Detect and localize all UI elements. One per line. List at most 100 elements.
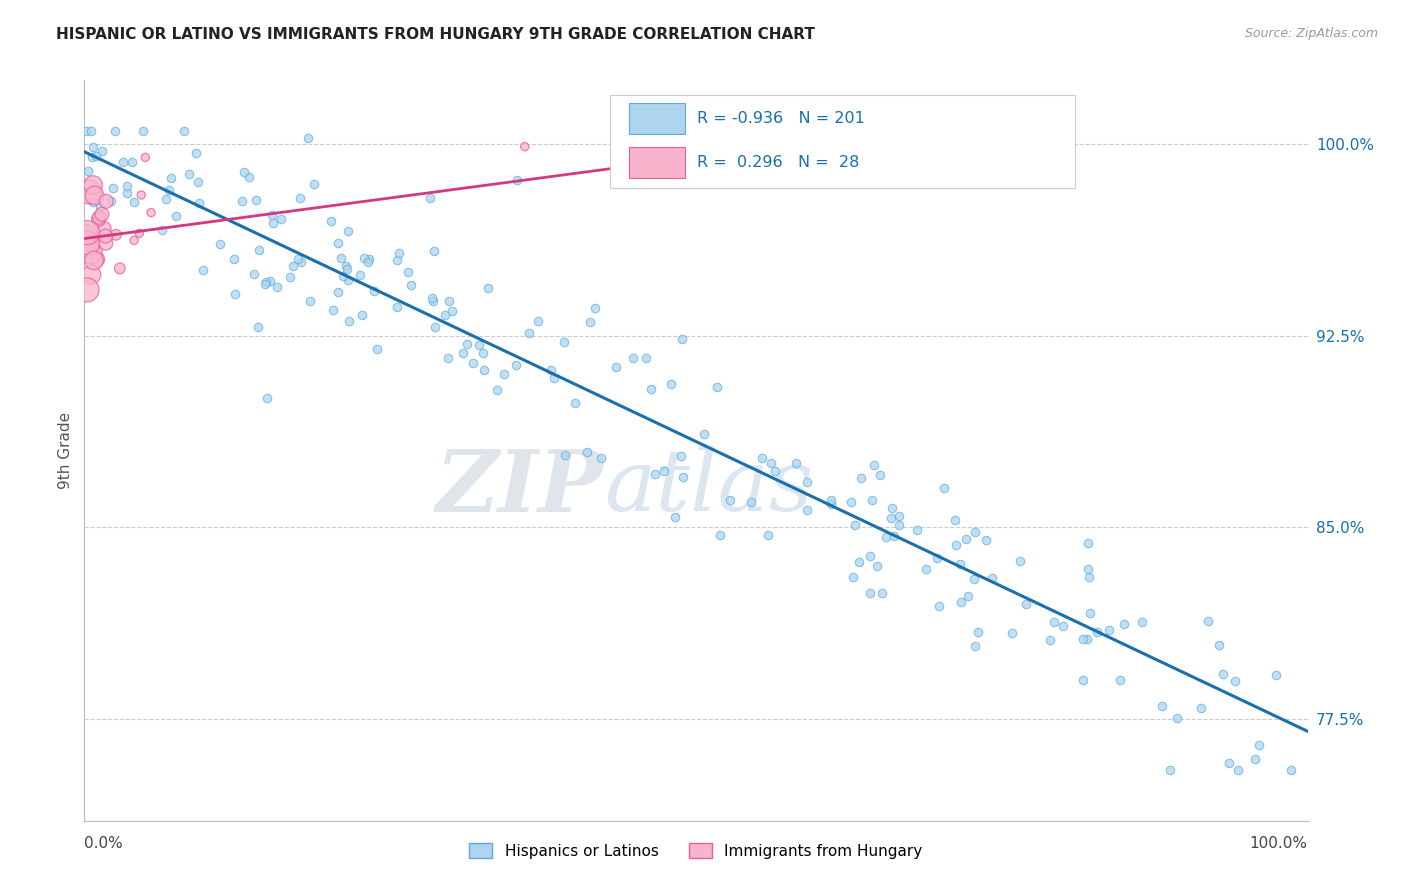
Point [928,599,950,613]
FancyBboxPatch shape [628,103,685,134]
Point [553,334,575,349]
Point [1249,738,1271,752]
Point [513,139,536,153]
Point [839,495,862,509]
Point [1077,569,1099,583]
Point [963,639,986,653]
Point [100,194,122,208]
Point [796,475,818,490]
Legend: Hispanics or Latinos, Immigrants from Hungary: Hispanics or Latinos, Immigrants from Hu… [464,837,928,865]
Point [332,268,354,283]
Point [82,178,104,192]
Point [423,320,446,334]
Point [859,549,882,564]
Point [224,287,246,301]
Point [280,269,302,284]
Point [82,195,104,210]
Point [84,149,107,163]
Point [157,183,180,197]
Point [576,445,599,459]
Point [842,570,865,584]
Point [134,151,156,165]
Point [356,255,378,269]
Point [1077,536,1099,550]
Point [165,209,187,223]
Point [889,517,911,532]
Text: 100.0%: 100.0% [1250,836,1308,851]
Point [76,283,98,297]
Point [266,280,288,294]
Point [302,178,325,192]
Point [950,595,973,609]
Point [121,155,143,169]
Point [914,562,936,576]
Point [115,186,138,200]
Point [652,464,675,478]
Point [945,538,967,552]
Point [943,512,966,526]
Point [1001,625,1024,640]
Point [94,236,117,251]
Point [336,262,359,277]
Point [718,493,741,508]
Point [1076,632,1098,646]
Point [644,467,666,482]
Point [80,124,103,138]
Point [422,294,444,309]
Point [363,284,385,298]
Point [139,205,162,219]
Point [104,124,127,138]
Point [187,196,209,211]
Point [1015,598,1038,612]
Point [335,259,357,273]
Point [231,194,253,208]
Point [94,229,117,244]
Point [820,498,842,512]
Point [1166,711,1188,725]
Text: 0.0%: 0.0% [84,836,124,851]
Point [339,314,361,328]
Point [477,281,499,295]
Point [1227,763,1250,777]
Point [262,216,284,230]
Point [1038,632,1060,647]
Point [91,144,114,158]
Point [246,319,269,334]
Point [1208,638,1230,652]
Point [671,333,693,347]
Point [863,458,886,472]
Point [1150,698,1173,713]
Point [591,450,613,465]
Point [260,208,283,222]
Point [636,351,658,365]
Point [709,528,731,542]
Point [955,533,977,547]
Point [543,370,565,384]
Point [925,550,948,565]
Point [472,346,495,360]
Point [173,124,195,138]
Point [706,380,728,394]
Point [848,555,870,569]
Point [965,524,987,539]
Point [79,243,101,257]
Point [238,170,260,185]
Point [79,185,101,199]
Point [1052,619,1074,633]
Point [640,382,662,396]
Point [1159,763,1181,777]
Point [245,193,267,207]
Point [191,263,214,277]
Point [756,528,779,542]
Point [357,252,380,267]
Point [290,255,312,269]
Point [420,291,443,305]
Point [101,181,124,195]
Point [463,356,485,370]
Point [77,164,100,178]
Point [554,449,576,463]
Point [980,571,1002,585]
Point [872,586,894,600]
Point [866,559,889,574]
Point [934,481,956,495]
